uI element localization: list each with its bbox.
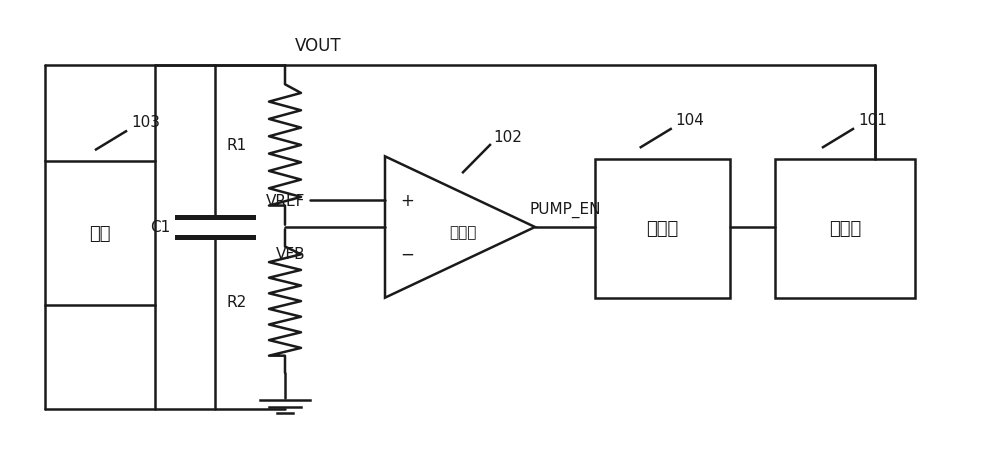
Bar	[45, 162, 155, 305]
Bar	[595, 159, 730, 298]
Text: 104: 104	[676, 112, 705, 127]
Text: R1: R1	[227, 138, 247, 153]
Text: 电荷泵: 电荷泵	[829, 220, 861, 238]
Text: VOUT: VOUT	[295, 36, 342, 55]
Text: 102: 102	[493, 129, 522, 144]
Bar	[775, 159, 915, 298]
Text: 103: 103	[131, 115, 160, 130]
Text: VREF: VREF	[266, 193, 305, 208]
Text: 振荡器: 振荡器	[646, 220, 679, 238]
Text: PUMP_EN: PUMP_EN	[529, 201, 601, 217]
Text: −: −	[400, 245, 414, 263]
Text: 101: 101	[858, 112, 887, 127]
Text: 负载: 负载	[89, 224, 111, 242]
Text: VFB: VFB	[275, 247, 305, 262]
Text: C1: C1	[150, 220, 170, 235]
Text: 比较器: 比较器	[449, 225, 477, 239]
Text: R2: R2	[227, 294, 247, 309]
Text: +: +	[400, 192, 414, 210]
